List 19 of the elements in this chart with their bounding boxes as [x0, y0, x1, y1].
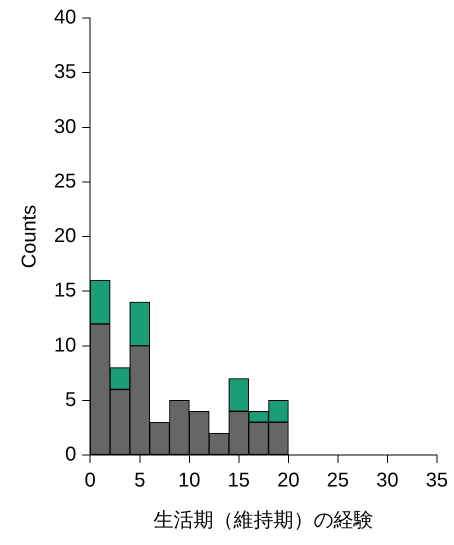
x-tick-label: 30 — [376, 470, 398, 492]
y-tick-label: 0 — [65, 444, 76, 466]
y-tick-label: 40 — [54, 6, 76, 29]
y-tick-label: 35 — [54, 61, 76, 84]
x-axis-title: 生活期（維持期）の経験 — [154, 510, 374, 532]
y-axis-title: Counts — [18, 204, 41, 268]
x-tick-label: 10 — [178, 470, 200, 492]
x-tick-label: 35 — [426, 470, 448, 492]
y-tick-label: 30 — [54, 116, 76, 138]
x-tick-label: 25 — [326, 470, 349, 492]
x-tick-label: 20 — [277, 470, 300, 492]
y-tick-label: 10 — [54, 334, 76, 356]
x-tick-label: 15 — [228, 470, 250, 492]
x-tick-label: 5 — [134, 470, 146, 492]
x-tick-label: 0 — [84, 470, 96, 492]
y-tick-label: 20 — [54, 225, 76, 248]
y-tick-label: 15 — [54, 280, 76, 302]
y-tick-label: 5 — [65, 388, 76, 411]
y-tick-label: 25 — [54, 170, 76, 192]
